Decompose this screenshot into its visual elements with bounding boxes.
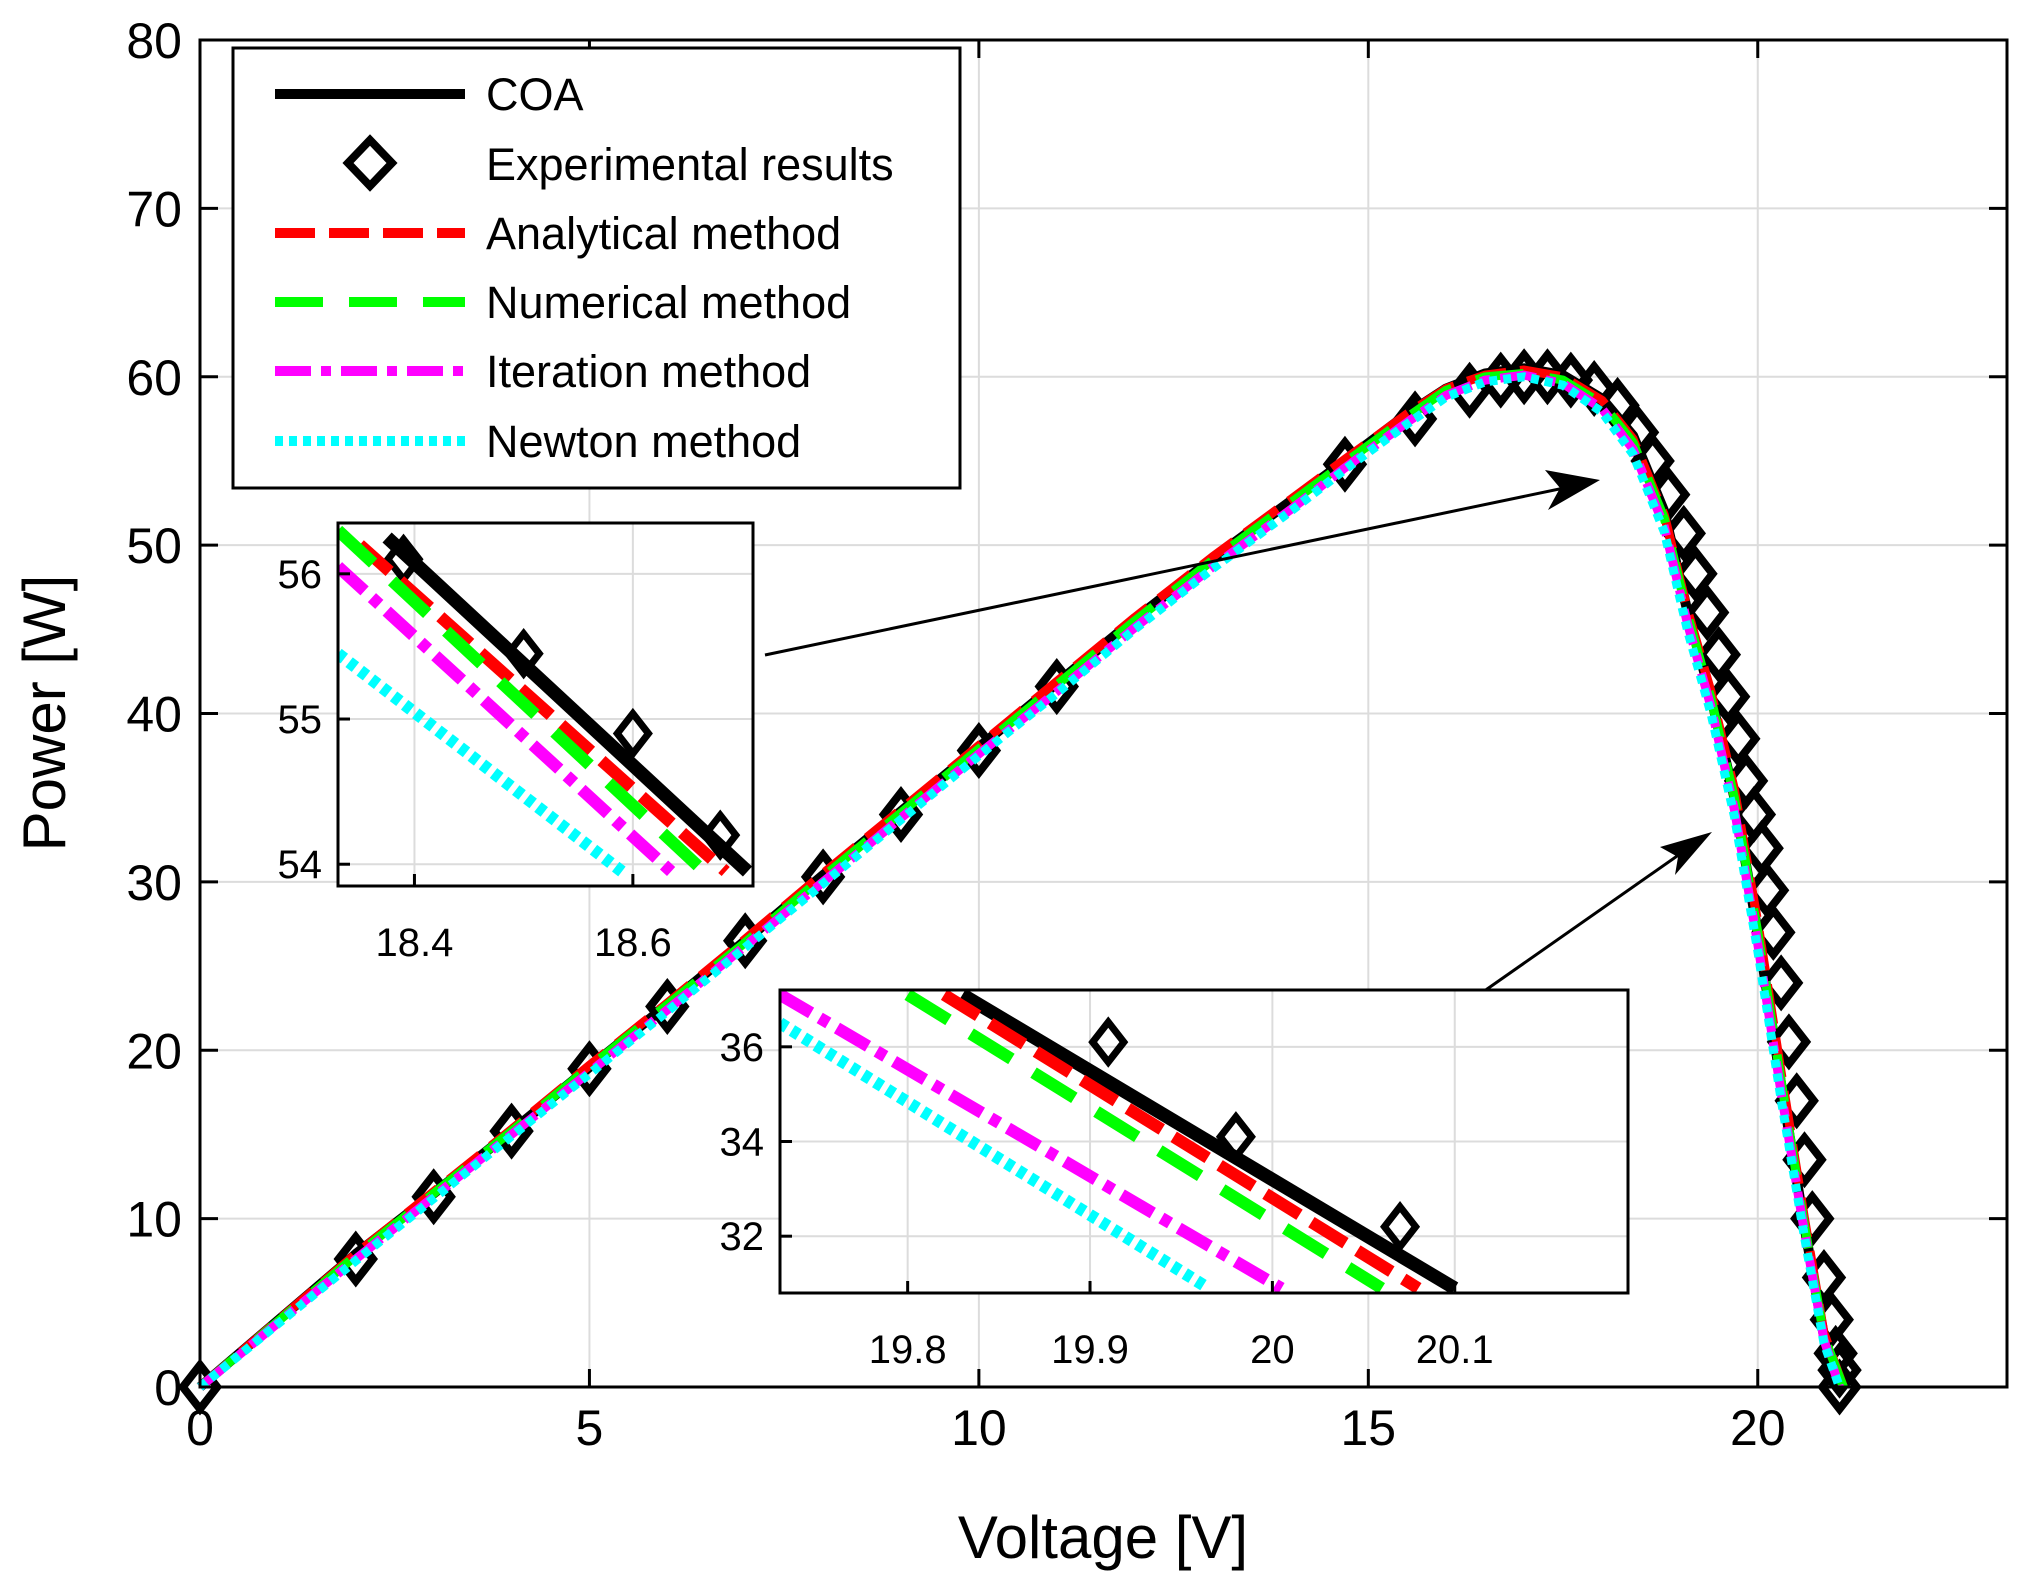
inset-lower-zoom: 19.8 19.9 20 20.1 32 34 36 <box>720 988 1630 1372</box>
inset-x-tick-label: 19.9 <box>1051 1328 1129 1372</box>
inset-x-tick-label: 19.8 <box>869 1328 947 1372</box>
experimental-point <box>1673 545 1718 603</box>
experimental-point <box>503 627 544 680</box>
y-tick-label: 10 <box>126 1192 182 1248</box>
legend-label-iteration: Iteration method <box>486 346 811 397</box>
inset-y-tick-label: 56 <box>278 553 323 597</box>
zoom-arrow-upper <box>764 470 1600 657</box>
experimental-point <box>1817 1358 1862 1416</box>
y-tick-label: 70 <box>126 181 182 237</box>
series-newton-method-line <box>197 372 1844 1391</box>
experimental-point <box>1705 668 1751 726</box>
inset-series-newton-method-line <box>338 648 626 877</box>
inset-x-tick-label: 18.4 <box>376 921 454 965</box>
inset-lines <box>338 525 753 877</box>
experimental-point <box>1758 954 1804 1012</box>
experimental-point <box>700 809 741 861</box>
inset-upper-zoom: 18.4 18.6 54 55 56 <box>278 521 755 965</box>
x-tick-label: 20 <box>1730 1400 1786 1456</box>
experimental-point <box>1766 1013 1812 1071</box>
y-tick-label: 50 <box>126 518 182 574</box>
experimental-point <box>1661 504 1707 562</box>
legend-label-experimental: Experimental results <box>486 139 894 190</box>
inset-y-tick-label: 54 <box>278 843 323 887</box>
y-tick-label: 20 <box>126 1023 182 1079</box>
inset-y-tick-label: 55 <box>278 698 323 742</box>
experimental-point <box>1088 1016 1129 1068</box>
main-ticks: 0 5 10 15 20 0 10 20 30 40 50 60 70 80 <box>126 13 2007 1456</box>
legend-label-numerical: Numerical method <box>486 277 851 328</box>
inset-frame <box>336 521 755 888</box>
inset-series-coa-line <box>958 990 1459 1293</box>
inset-series-numerical-method-line <box>904 990 1385 1293</box>
legend-label-analytical: Analytical method <box>486 208 841 259</box>
experimental-point <box>1684 583 1730 641</box>
legend-label-newton: Newton method <box>486 416 801 467</box>
y-tick-label: 30 <box>126 855 182 911</box>
x-tick-label: 10 <box>951 1400 1007 1456</box>
x-axis-title: Voltage [V] <box>958 1504 1248 1571</box>
x-tick-label: 5 <box>576 1400 604 1456</box>
inset-series-analytical-method-line <box>940 990 1422 1293</box>
experimental-point <box>1716 710 1761 768</box>
legend: COA Experimental results Analytical meth… <box>231 46 962 490</box>
y-tick-label: 80 <box>126 13 182 69</box>
inset-series-iteration-method-line <box>338 562 676 876</box>
legend-swatch-experimental <box>342 134 398 192</box>
y-tick-label: 40 <box>126 687 182 743</box>
x-tick-label: 0 <box>186 1400 214 1456</box>
experimental-point <box>612 707 653 760</box>
inset-series-newton-method-line <box>780 1017 1212 1293</box>
y-tick-label: 0 <box>154 1360 182 1416</box>
inset-series-experimental-results-markers <box>1088 1016 1421 1253</box>
inset-y-tick-label: 36 <box>720 1026 765 1070</box>
inset-x-tick-label: 20 <box>1250 1328 1295 1372</box>
legend-box <box>231 46 962 490</box>
inset-lines <box>780 990 1459 1293</box>
main-lines <box>177 348 1862 1416</box>
legend-label-coa: COA <box>486 69 584 120</box>
inset-series-iteration-method-line <box>780 990 1285 1293</box>
inset-x-tick-label: 20.1 <box>1416 1328 1494 1372</box>
y-tick-label: 60 <box>126 350 182 406</box>
inset-y-tick-label: 32 <box>720 1215 765 1259</box>
y-axis-title: Power [W] <box>11 575 78 852</box>
experimental-point <box>1817 1341 1862 1399</box>
experimental-point <box>1751 903 1796 961</box>
experimental-point <box>1696 626 1742 684</box>
experimental-point <box>1380 1201 1421 1253</box>
inset-y-tick-label: 34 <box>720 1121 765 1165</box>
experimental-point <box>1215 1111 1256 1163</box>
inset-series-numerical-method-line <box>338 525 709 876</box>
x-tick-label: 15 <box>1341 1400 1397 1456</box>
inset-x-tick-label: 18.6 <box>594 921 672 965</box>
inset-series-coa-line <box>382 532 753 877</box>
